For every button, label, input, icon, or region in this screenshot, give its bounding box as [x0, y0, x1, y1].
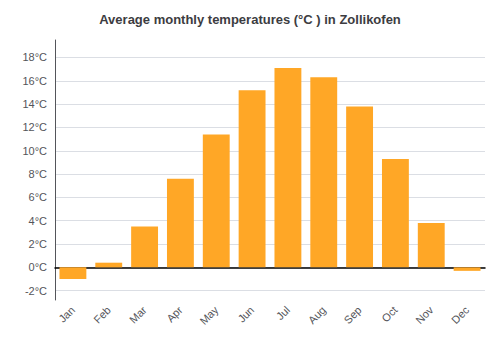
svg-text:Aug: Aug	[306, 304, 328, 326]
svg-text:Sep: Sep	[342, 304, 364, 326]
svg-text:Jan: Jan	[56, 304, 77, 325]
svg-text:Average monthly temperatures (: Average monthly temperatures (°C ) in Zo…	[99, 12, 401, 27]
svg-text:Apr: Apr	[164, 304, 185, 325]
svg-text:12°C: 12°C	[22, 121, 47, 133]
svg-text:8°C: 8°C	[29, 168, 48, 180]
svg-text:Oct: Oct	[379, 304, 400, 325]
svg-text:May: May	[197, 303, 221, 327]
svg-text:18°C: 18°C	[22, 51, 47, 63]
svg-text:16°C: 16°C	[22, 75, 47, 87]
svg-text:Jun: Jun	[235, 304, 256, 325]
svg-text:Dec: Dec	[449, 303, 472, 326]
svg-text:2°C: 2°C	[29, 238, 48, 250]
svg-text:6°C: 6°C	[29, 191, 48, 203]
svg-text:4°C: 4°C	[29, 215, 48, 227]
svg-text:Jul: Jul	[274, 304, 292, 322]
svg-text:0°C: 0°C	[29, 261, 48, 273]
svg-text:10°C: 10°C	[22, 145, 47, 157]
svg-text:Nov: Nov	[413, 303, 436, 326]
svg-text:-2°C: -2°C	[25, 285, 47, 297]
svg-text:Feb: Feb	[91, 304, 113, 326]
svg-text:Mar: Mar	[127, 304, 149, 326]
svg-text:14°C: 14°C	[22, 98, 47, 110]
